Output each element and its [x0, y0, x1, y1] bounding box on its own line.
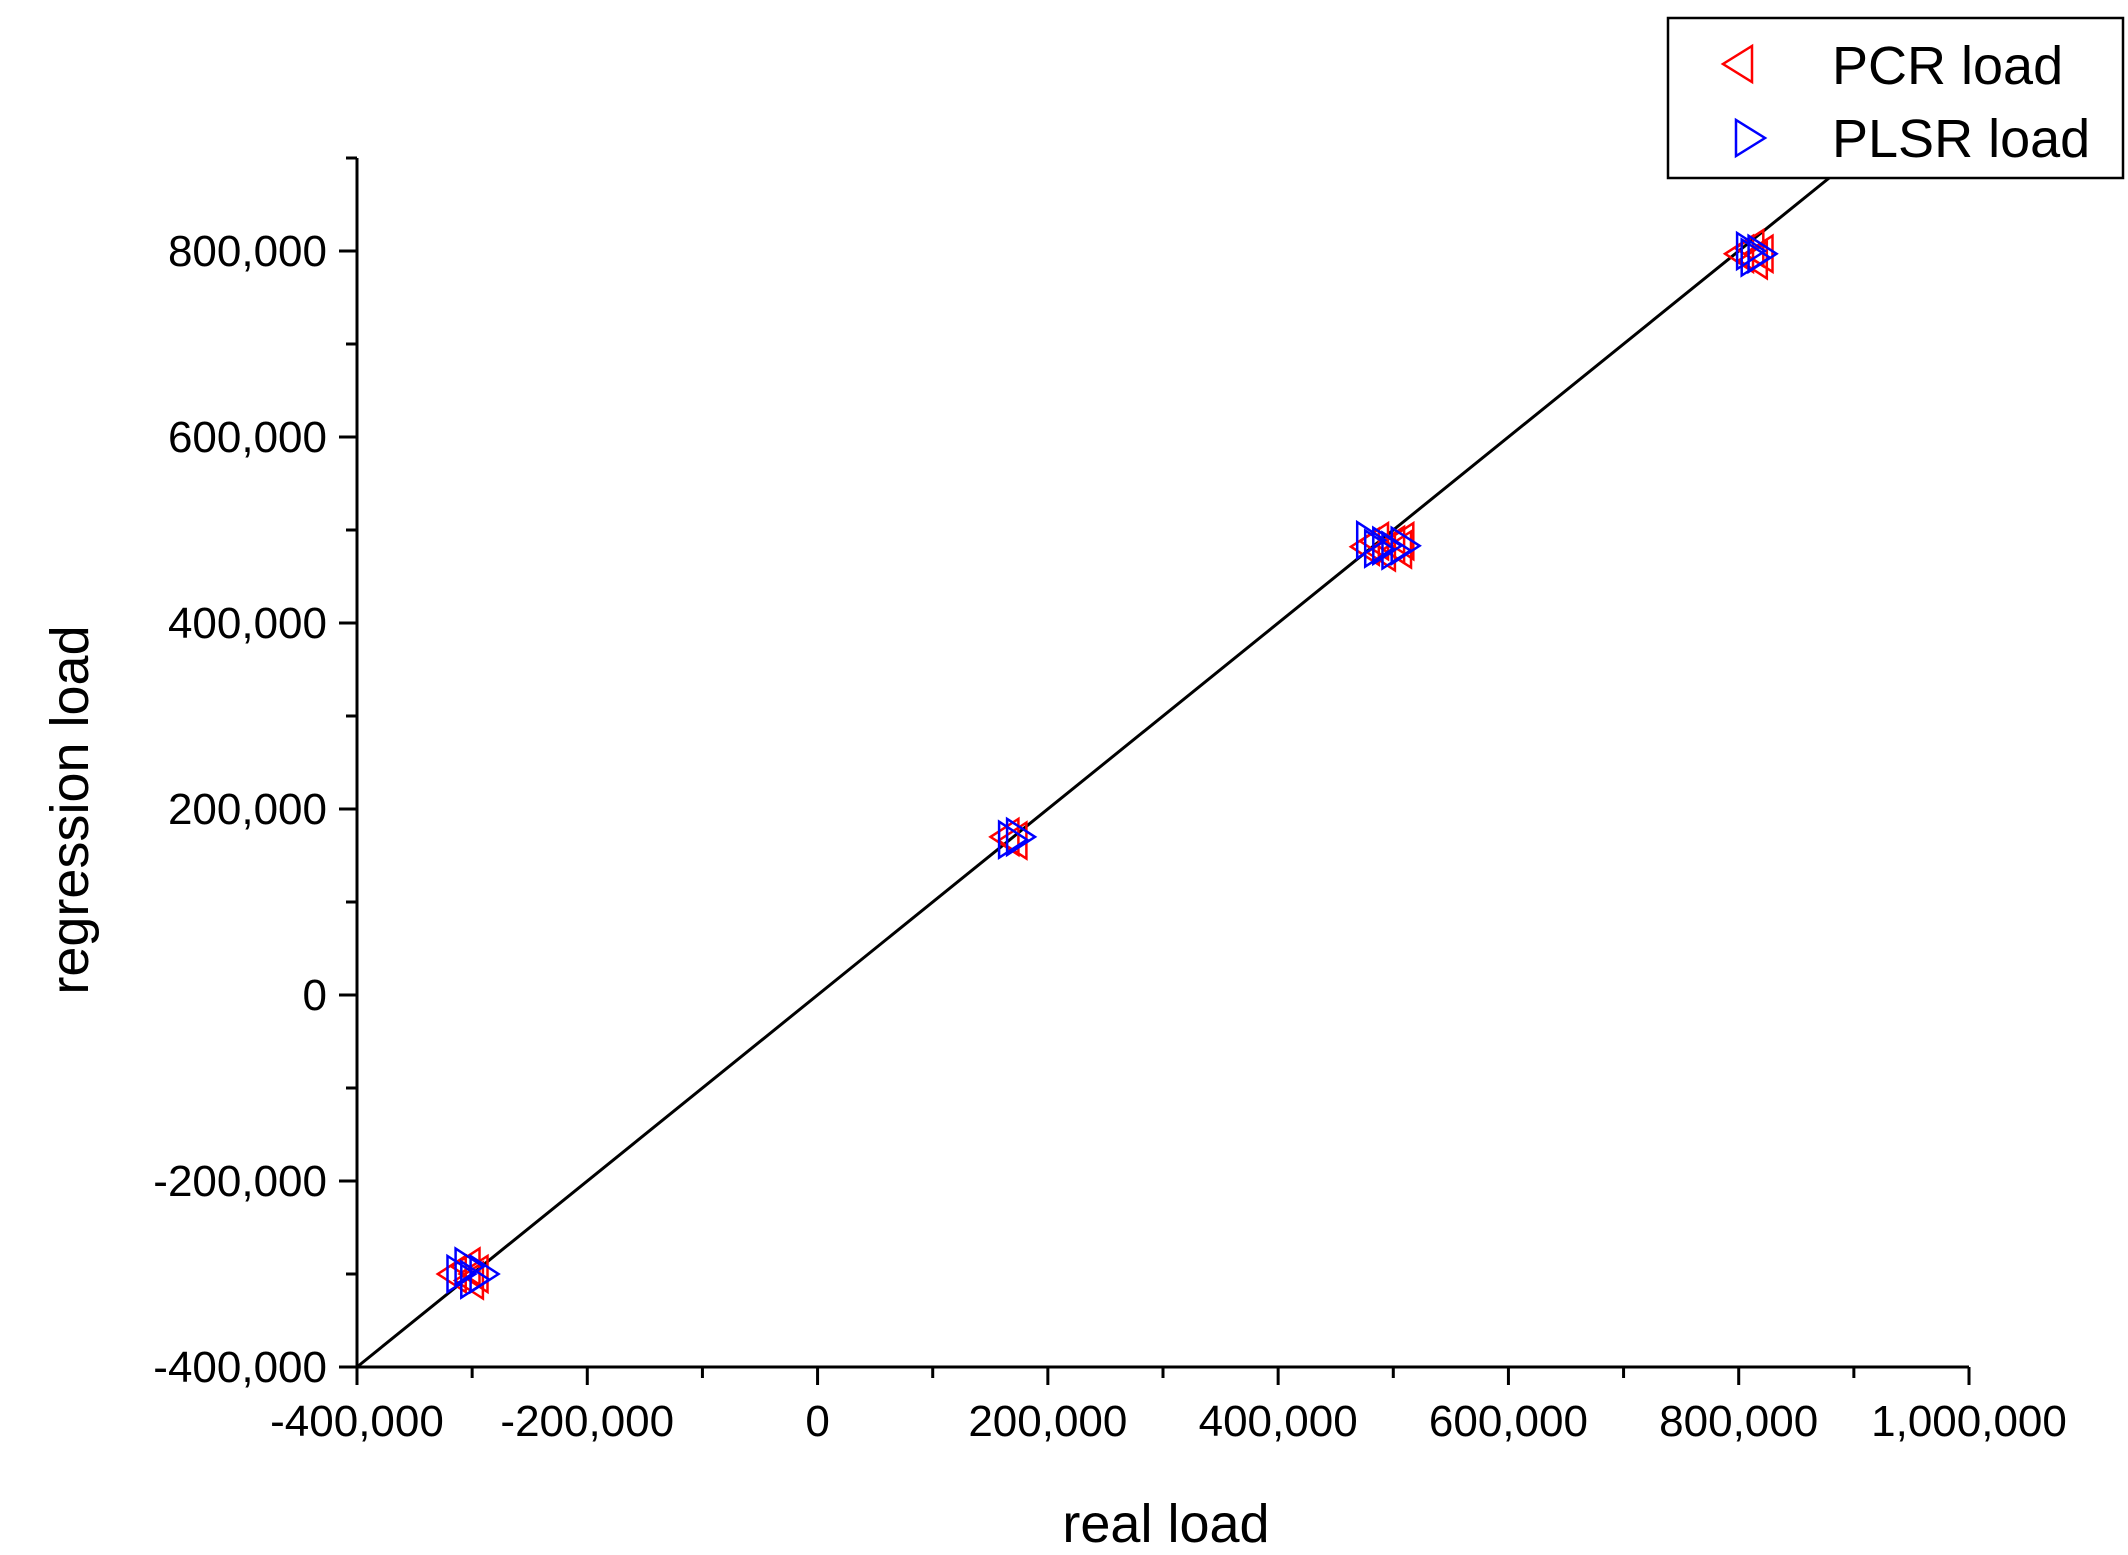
axes: -400,000 -200,000 0 200,000 400,000 600,000 80…	[153, 156, 2067, 1446]
pcr-point	[452, 1260, 485, 1301]
x-tick-label: -400,000	[270, 1397, 444, 1446]
x-axis-title: real load	[1062, 1494, 1269, 1554]
pcr-point	[1742, 233, 1774, 275]
y-axis-title: regression load	[40, 625, 100, 994]
data-marks	[435, 227, 1779, 1301]
plsr-point	[1363, 528, 1396, 569]
legend-pcr-label: PCR load	[1832, 36, 2063, 96]
reference-line	[356, 156, 1855, 1369]
plsr-point	[1355, 519, 1388, 561]
plsr-point	[1390, 525, 1422, 567]
x-tick-label: 0	[805, 1397, 829, 1446]
y-tick-label: 200,000	[168, 785, 327, 834]
y-tick-label: 400,000	[168, 599, 327, 648]
y-tick-label: -200,000	[153, 1157, 327, 1206]
legend-pcr-marker	[1720, 43, 1754, 85]
x-tick-label: 600,000	[1429, 1397, 1588, 1446]
y-tick-label: 600,000	[168, 413, 327, 462]
plot-area	[356, 156, 1855, 1369]
pcr-point	[457, 1253, 489, 1295]
pcr-point	[449, 1246, 481, 1287]
x-tick-label: -200,000	[500, 1397, 674, 1446]
plsr-point	[1735, 230, 1768, 272]
x-tick-label: 800,000	[1659, 1397, 1818, 1446]
plsr-point	[997, 819, 1030, 860]
series-plsr	[446, 230, 1779, 1300]
legend-plsr-marker	[1734, 117, 1768, 159]
legend-plsr-label: PLSR load	[1832, 109, 2090, 169]
x-tick-label: 400,000	[1199, 1397, 1358, 1446]
x-tick-label: 1,000,000	[1871, 1397, 2067, 1446]
plsr-point	[1747, 233, 1779, 275]
x-tick-label: 200,000	[968, 1397, 1127, 1446]
y-tick-label: 0	[303, 971, 327, 1020]
legend: PCR load PLSR load	[1666, 16, 2125, 180]
plsr-point	[469, 1253, 501, 1295]
y-tick-label: -400,000	[153, 1343, 327, 1392]
plsr-point	[1005, 816, 1038, 858]
y-tick-label: 800,000	[168, 227, 327, 276]
